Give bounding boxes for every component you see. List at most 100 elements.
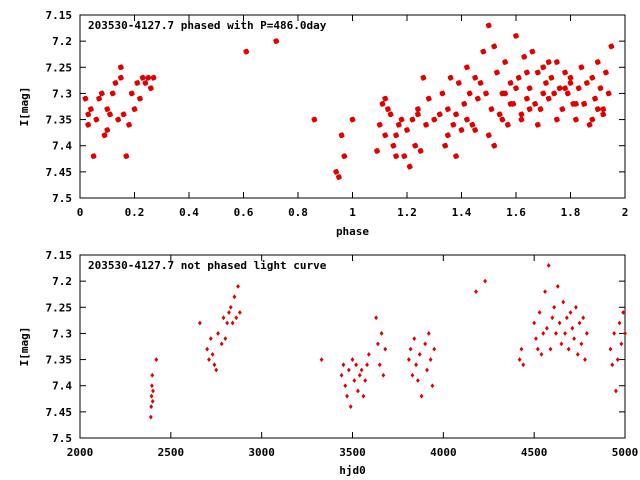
x-tick-label: 3000 — [248, 446, 275, 459]
data-point — [474, 95, 481, 102]
data-point — [623, 331, 627, 336]
data-point — [425, 367, 429, 373]
data-point — [414, 362, 419, 368]
data-point — [420, 74, 427, 81]
data-point — [237, 310, 242, 315]
data-point — [562, 69, 569, 76]
x-tick-label: 1.8 — [561, 206, 581, 219]
data-point — [574, 304, 578, 310]
data-point — [534, 121, 541, 128]
data-point — [502, 59, 509, 66]
data-point — [463, 116, 470, 123]
data-point — [507, 80, 514, 86]
data-point — [417, 147, 424, 154]
data-point — [518, 111, 525, 118]
data-point — [600, 111, 607, 118]
data-point — [493, 69, 500, 76]
data-point — [243, 48, 250, 55]
data-point — [354, 362, 359, 368]
data-point — [526, 85, 533, 92]
data-point — [535, 346, 540, 352]
data-point — [134, 80, 141, 86]
data-point — [453, 153, 460, 160]
data-point — [615, 357, 620, 362]
data-point — [359, 367, 364, 373]
data-point — [382, 95, 389, 102]
data-point — [149, 393, 154, 399]
data-point — [339, 372, 344, 378]
data-point — [101, 132, 108, 139]
data-point — [466, 90, 473, 97]
data-point — [236, 283, 240, 289]
data-point — [563, 331, 567, 336]
data-point — [228, 304, 233, 310]
data-point — [136, 95, 143, 102]
x-tick-label: 4500 — [521, 446, 548, 459]
data-point — [208, 336, 213, 342]
data-point — [545, 59, 552, 66]
data-point — [442, 142, 449, 149]
data-point — [450, 121, 457, 128]
data-point — [412, 336, 417, 342]
data-point — [488, 106, 495, 113]
data-point — [559, 341, 564, 347]
data-point — [594, 106, 601, 113]
data-point — [608, 43, 615, 50]
y-tick-label: 7.25 — [46, 301, 73, 314]
data-point — [472, 74, 479, 81]
data-point — [409, 116, 416, 123]
data-point — [608, 346, 613, 352]
data-point — [617, 320, 622, 326]
data-point — [491, 142, 498, 149]
data-point — [393, 153, 400, 160]
x-tick-label: 1 — [349, 206, 356, 219]
data-point — [145, 74, 152, 81]
data-point — [150, 383, 154, 389]
data-point — [444, 132, 451, 139]
data-point — [230, 320, 235, 326]
data-point — [374, 147, 380, 154]
data-point — [553, 116, 560, 123]
data-point — [499, 116, 506, 123]
y-tick-label: 7.2 — [52, 35, 72, 48]
data-point — [383, 346, 388, 352]
data-point — [485, 132, 492, 139]
data-point — [120, 111, 127, 118]
data-point — [382, 132, 389, 139]
data-point — [579, 341, 584, 347]
data-point — [447, 74, 454, 81]
data-point — [600, 106, 607, 113]
data-point — [117, 64, 124, 71]
data-point — [534, 336, 538, 342]
data-point — [395, 121, 402, 128]
data-point — [393, 132, 400, 139]
y-tick-label: 7.15 — [46, 249, 73, 262]
data-point — [567, 80, 574, 86]
data-point — [523, 95, 530, 102]
data-point — [521, 362, 526, 368]
data-point — [496, 111, 503, 118]
data-point — [417, 351, 422, 357]
data-point — [273, 38, 280, 45]
y-tick-label: 7.45 — [46, 166, 73, 179]
data-point — [572, 100, 579, 107]
data-point — [555, 283, 560, 289]
data-point — [453, 111, 460, 118]
x-tick-label: 0.4 — [179, 206, 199, 219]
data-point — [365, 362, 369, 368]
data-point — [592, 95, 598, 102]
data-point — [554, 331, 558, 336]
data-point — [126, 121, 133, 128]
data-point — [363, 378, 368, 383]
data-point — [472, 127, 479, 133]
data-point — [491, 43, 498, 50]
data-point — [581, 100, 588, 107]
data-point — [104, 127, 111, 133]
data-point — [581, 315, 586, 321]
data-point — [115, 116, 122, 123]
data-point — [210, 351, 215, 357]
data-point — [543, 80, 549, 86]
data-point — [477, 80, 484, 86]
data-point — [349, 116, 356, 123]
data-point — [532, 100, 539, 107]
